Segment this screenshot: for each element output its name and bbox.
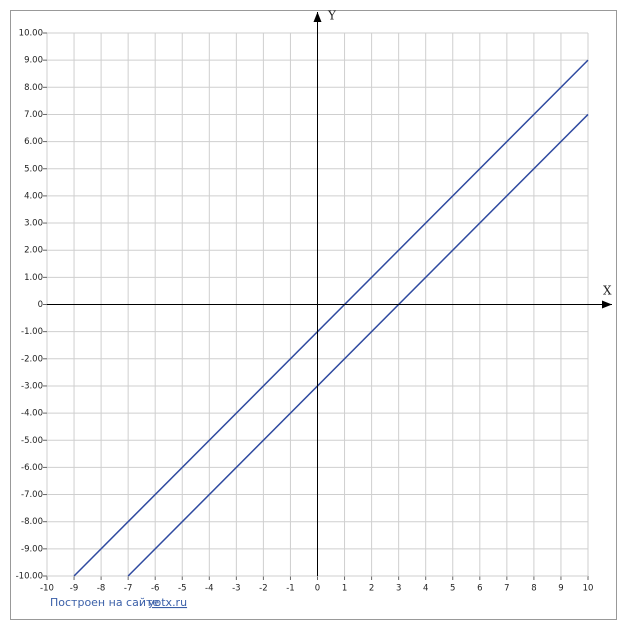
x-tick-label: 8 [531,584,536,594]
x-tick-label: 10 [583,584,594,594]
y-tick-label: -2.00 [21,354,43,364]
x-tick-label: 5 [450,584,455,594]
x-tick-label: -10 [40,584,54,594]
y-tick-label: -9.00 [21,544,43,554]
x-axis-label: X [603,284,612,298]
y-tick-label: -5.00 [21,436,43,446]
x-tick-label: 0 [315,584,320,594]
x-tick-label: 9 [558,584,563,594]
series-line [127,113,589,577]
x-tick-label: 3 [396,584,401,594]
y-tick-label: 8.00 [24,83,43,93]
y-arrow [313,12,322,22]
y-tick-label: -10.00 [16,572,43,582]
y-tick-label: 4.00 [24,191,43,201]
y-tick-label: 0 [38,300,43,310]
y-tick-label: -3.00 [21,381,43,391]
axes [47,12,612,576]
y-tick-label: 3.00 [24,219,43,229]
y-tick-label: 7.00 [24,110,43,120]
y-tick-label: 5.00 [24,164,43,174]
x-tick-label: 1 [342,584,347,594]
x-tick-label: 7 [504,584,509,594]
y-axis-label: Y [327,9,337,23]
y-tick-label: 10.00 [19,29,43,39]
y-tick-label: 2.00 [24,246,43,256]
x-arrow [602,300,612,309]
x-tick-label: 6 [477,584,482,594]
x-tick-label: -3 [232,584,240,594]
source-text: Построен на сайте [50,596,159,609]
frame [10,10,617,620]
x-tick-label: -9 [70,584,78,594]
x-tick-label: -1 [286,584,294,594]
series-line [73,59,589,577]
x-tick-label: -8 [97,584,105,594]
y-tick-label: -1.00 [21,327,43,337]
x-tick-label: -2 [259,584,267,594]
source-link[interactable]: yotx.ru [148,596,187,609]
y-tick-label: -4.00 [21,409,43,419]
y-tick-label: 1.00 [24,273,43,283]
y-tick-label: -8.00 [21,517,43,527]
y-tick-label: 9.00 [24,56,43,66]
x-tick-label: -4 [205,584,213,594]
x-tick-label: -6 [151,584,159,594]
y-tick-label: -7.00 [21,490,43,500]
x-tick-label: -5 [178,584,186,594]
lines [73,59,589,577]
y-tick-label: 6.00 [24,137,43,147]
y-tick-label: -6.00 [21,463,43,473]
x-tick-label: -7 [124,584,132,594]
x-tick-label: 4 [423,584,428,594]
x-tick-label: 2 [369,584,374,594]
